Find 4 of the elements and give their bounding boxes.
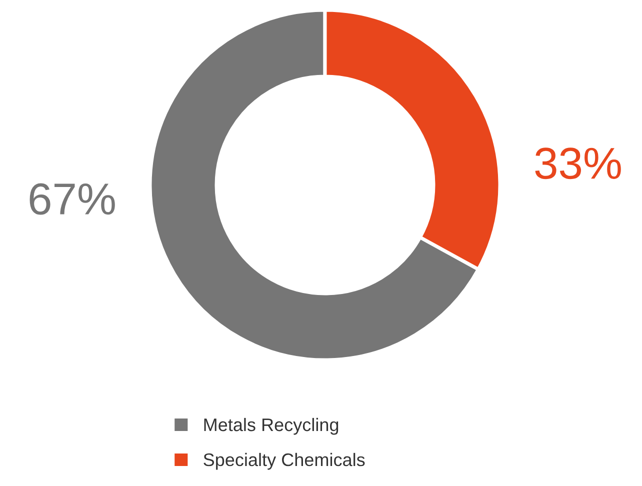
legend-label: Specialty Chemicals [204,452,365,470]
data-label: 67% [30,183,115,215]
data-label: 33% [535,148,621,180]
legend-label: Metals Recycling [204,418,338,435]
